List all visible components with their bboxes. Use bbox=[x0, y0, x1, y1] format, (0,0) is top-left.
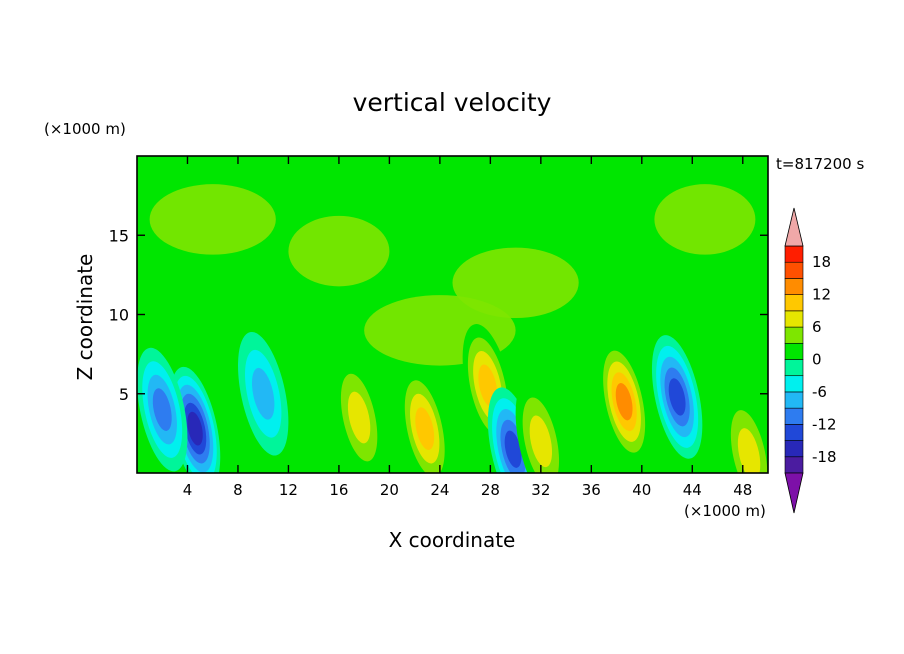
x-axis: 4 8 12 16 20 24 28 32 36 40 44 48 bbox=[183, 156, 752, 499]
colorbar-bin bbox=[784, 391, 804, 409]
y-tick-label: 15 bbox=[109, 226, 129, 245]
x-tick-label: 36 bbox=[582, 481, 601, 499]
colorbar-bin bbox=[784, 359, 804, 377]
chart-title: vertical velocity bbox=[352, 88, 552, 117]
contour-feature bbox=[651, 335, 703, 459]
x-tick-label: 32 bbox=[531, 481, 550, 499]
contour-region bbox=[288, 215, 390, 287]
x-tick-label: 28 bbox=[481, 481, 500, 499]
colorbar-bin bbox=[784, 440, 804, 458]
colorbar-tick-label: -12 bbox=[812, 415, 837, 433]
contour-feature bbox=[515, 379, 567, 473]
colorbar-bin bbox=[784, 342, 804, 360]
contour-region bbox=[149, 184, 276, 255]
colorbar-tick-label: 12 bbox=[812, 286, 831, 304]
colorbar-tick-label: 0 bbox=[812, 351, 822, 369]
colorbar-extend-max bbox=[784, 207, 804, 247]
x-tick-label: 24 bbox=[430, 481, 449, 499]
contour-feature bbox=[333, 355, 385, 473]
colorbar-bin bbox=[784, 456, 804, 474]
y-axis: 5 10 15 bbox=[109, 226, 768, 404]
x-tick-label: 4 bbox=[183, 481, 193, 499]
colorbar-tick-label: 18 bbox=[812, 253, 831, 271]
contour-feature bbox=[598, 339, 650, 464]
colorbar-bin bbox=[784, 407, 804, 425]
time-label: t=817200 s bbox=[776, 155, 865, 173]
y-unit-label: (×1000 m) bbox=[44, 120, 126, 138]
x-tick-label: 8 bbox=[233, 481, 243, 499]
contour-feature bbox=[399, 366, 450, 473]
contour-region bbox=[654, 184, 756, 255]
contour-region bbox=[452, 247, 579, 319]
colorbar-bin bbox=[784, 310, 804, 328]
colorbar-extend-min bbox=[784, 472, 804, 514]
x-tick-label: 44 bbox=[683, 481, 702, 499]
contour-feature bbox=[137, 347, 188, 472]
contour-field bbox=[137, 156, 768, 473]
colorbar-bin bbox=[784, 278, 804, 295]
x-axis-label: X coordinate bbox=[388, 528, 516, 552]
colorbar-bin bbox=[784, 261, 804, 279]
colorbar-tick-label: 6 bbox=[812, 318, 822, 336]
y-axis-label: Z coordinate bbox=[73, 253, 97, 381]
colorbar-bin bbox=[784, 375, 804, 393]
colorbar-tick-label: -18 bbox=[812, 448, 837, 466]
contour-feature bbox=[238, 331, 289, 456]
colorbar-tick-label: -6 bbox=[812, 383, 827, 401]
contour-feature bbox=[723, 392, 768, 473]
x-tick-label: 40 bbox=[632, 481, 651, 499]
x-tick-label: 12 bbox=[279, 481, 298, 499]
x-tick-label: 16 bbox=[329, 481, 348, 499]
x-unit-label: (×1000 m) bbox=[684, 502, 766, 520]
colorbar-bin bbox=[784, 245, 804, 263]
colorbar-bin bbox=[784, 294, 804, 312]
y-tick-label: 10 bbox=[109, 306, 129, 325]
x-tick-label: 48 bbox=[733, 481, 752, 499]
colorbar-bin bbox=[784, 326, 804, 344]
x-tick-label: 20 bbox=[380, 481, 399, 499]
colorbar: 18 12 6 0 -6 -12 -18 bbox=[784, 207, 837, 514]
colorbar-bin bbox=[784, 424, 804, 441]
y-tick-label: 5 bbox=[119, 385, 129, 404]
